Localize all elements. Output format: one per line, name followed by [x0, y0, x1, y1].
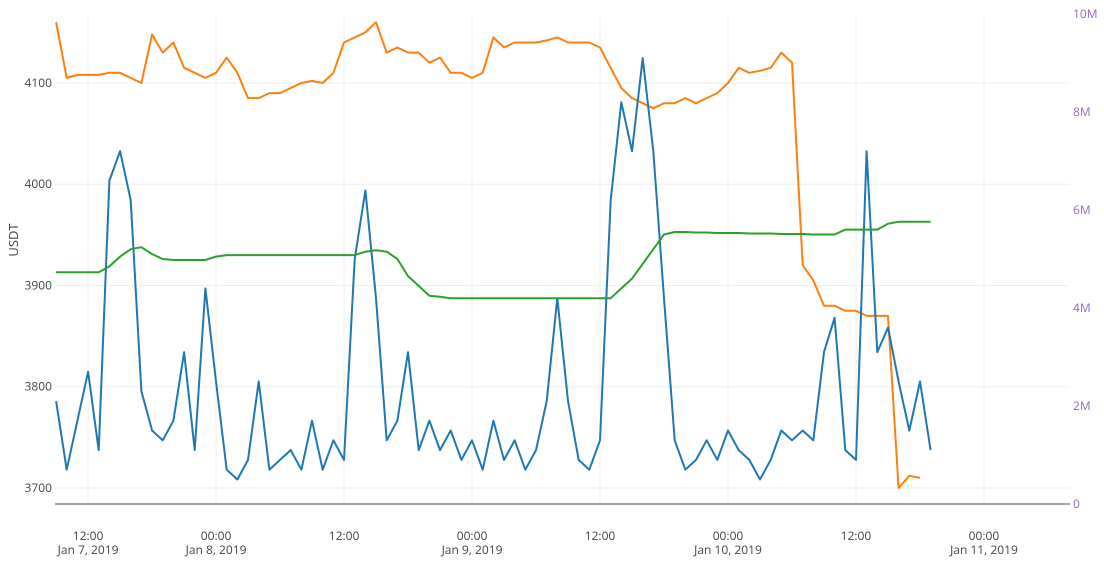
- x-tick-label-line: Jan 7, 2019: [57, 541, 119, 558]
- x-tick-label-line: Jan 9, 2019: [441, 541, 503, 558]
- y-tick-label: 3700: [25, 479, 53, 496]
- x-tick-label: 00:00 Jan 8, 2019: [185, 527, 247, 558]
- series-line: [55, 57, 932, 481]
- y2-tick-label: 4M: [1073, 299, 1091, 316]
- series-line: [55, 21, 921, 489]
- x-tick-label: 00:00 Jan 10, 2019: [693, 527, 762, 558]
- x-tick-label-line: Jan 11, 2019: [949, 541, 1018, 558]
- y2-tick-label: 6M: [1073, 201, 1091, 218]
- x-tick-label: 00:00 Jan 9, 2019: [441, 527, 503, 558]
- x-tick-label: 12:00: [841, 527, 872, 544]
- y2-tick-label: 0: [1073, 495, 1080, 512]
- y2-tick-label: 10M: [1073, 5, 1098, 22]
- x-tick-label-line: 12:00: [73, 527, 104, 544]
- y2-tick-label: 2M: [1073, 397, 1091, 414]
- x-tick-label-line: 00:00: [201, 527, 232, 544]
- y-tick-label: 3800: [25, 378, 53, 395]
- x-tick-label-line: 00:00: [713, 527, 744, 544]
- x-tick-label-line: 12:00: [585, 527, 616, 544]
- y-tick-label: 4000: [25, 175, 53, 192]
- y-axis-title: USDT: [4, 223, 22, 257]
- x-tick-label-line: Jan 8, 2019: [185, 541, 247, 558]
- x-tick-label: 12:00: [329, 527, 360, 544]
- x-tick-label: 12:00 Jan 7, 2019: [57, 527, 119, 558]
- x-tick-label-line: 12:00: [329, 527, 360, 544]
- y-tick-label: 4100: [25, 74, 53, 91]
- x-tick-label: 12:00: [585, 527, 616, 544]
- x-tick-label-line: 12:00: [841, 527, 872, 544]
- x-tick-label-line: 00:00: [969, 527, 1000, 544]
- x-tick-label-line: Jan 10, 2019: [693, 541, 762, 558]
- x-tick-label-line: 00:00: [457, 527, 488, 544]
- series-line: [56, 220, 931, 300]
- y2-tick-label: 8M: [1073, 103, 1091, 120]
- y-tick-label: 3900: [25, 276, 53, 293]
- x-tick-label: 00:00 Jan 11, 2019: [949, 527, 1018, 558]
